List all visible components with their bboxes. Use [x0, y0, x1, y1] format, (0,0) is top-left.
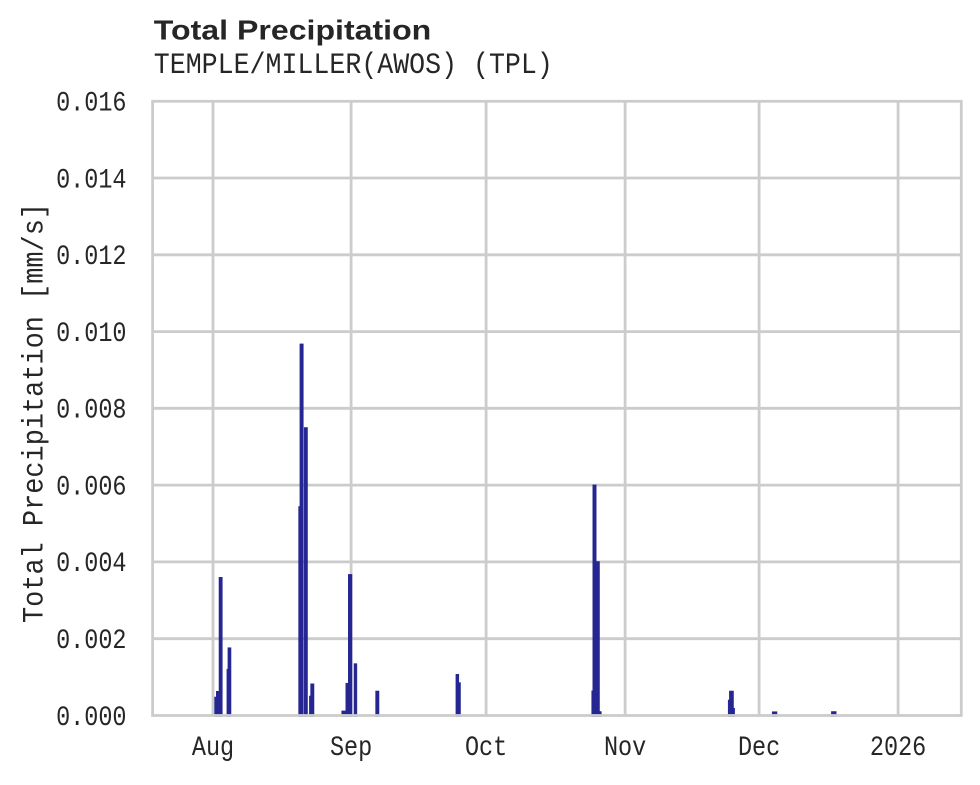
svg-text:TEMPLE/MILLER(AWOS) (TPL): TEMPLE/MILLER(AWOS) (TPL)	[154, 49, 553, 83]
svg-text:0.000: 0.000	[56, 703, 126, 734]
svg-text:0.002: 0.002	[56, 626, 126, 657]
svg-text:Aug: Aug	[192, 733, 234, 764]
svg-text:Total Precipitation [mm/s]: Total Precipitation [mm/s]	[19, 203, 53, 623]
svg-text:0.010: 0.010	[56, 319, 126, 350]
svg-text:0.008: 0.008	[56, 396, 126, 427]
svg-text:0.012: 0.012	[56, 242, 126, 273]
svg-text:Nov: Nov	[604, 733, 646, 764]
svg-text:Oct: Oct	[465, 733, 507, 764]
svg-text:0.016: 0.016	[56, 89, 126, 120]
svg-text:0.006: 0.006	[56, 472, 126, 503]
svg-text:2026: 2026	[870, 733, 926, 764]
svg-text:0.004: 0.004	[56, 549, 126, 580]
svg-text:Dec: Dec	[738, 733, 780, 764]
svg-text:Total Precipitation: Total Precipitation	[154, 14, 432, 45]
svg-text:Sep: Sep	[330, 733, 372, 764]
svg-text:0.014: 0.014	[56, 165, 126, 196]
